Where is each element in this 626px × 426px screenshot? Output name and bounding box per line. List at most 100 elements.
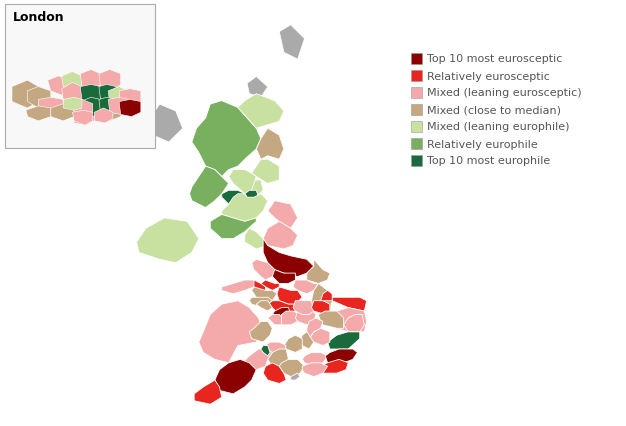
Bar [411, 105, 422, 116]
Polygon shape [256, 301, 272, 311]
Polygon shape [99, 70, 121, 92]
Polygon shape [119, 100, 141, 117]
Polygon shape [265, 343, 286, 356]
Polygon shape [245, 191, 259, 201]
Polygon shape [249, 297, 272, 308]
Polygon shape [309, 328, 330, 346]
Bar [411, 139, 422, 150]
Polygon shape [307, 260, 330, 284]
Polygon shape [74, 111, 95, 126]
Text: Top 10 most eurosceptic: Top 10 most eurosceptic [427, 55, 563, 64]
Polygon shape [282, 311, 300, 325]
Polygon shape [99, 106, 122, 121]
Polygon shape [252, 280, 265, 294]
Bar [411, 88, 422, 99]
Polygon shape [190, 167, 228, 208]
Polygon shape [99, 85, 116, 104]
Polygon shape [302, 363, 327, 377]
Polygon shape [238, 95, 284, 129]
Text: Relatively europhile: Relatively europhile [427, 139, 538, 149]
Text: London: London [13, 11, 64, 24]
Polygon shape [312, 284, 332, 315]
Polygon shape [252, 260, 275, 280]
Polygon shape [312, 301, 330, 315]
Polygon shape [268, 349, 289, 366]
Polygon shape [279, 360, 305, 377]
Polygon shape [326, 349, 357, 363]
Polygon shape [268, 301, 295, 315]
FancyBboxPatch shape [5, 5, 155, 149]
Polygon shape [62, 83, 82, 104]
Text: Mixed (leaning eurosceptic): Mixed (leaning eurosceptic) [427, 88, 582, 98]
Polygon shape [215, 360, 256, 394]
Polygon shape [263, 363, 286, 383]
Polygon shape [268, 315, 286, 325]
Polygon shape [319, 311, 344, 328]
Polygon shape [95, 109, 113, 124]
Polygon shape [327, 332, 360, 349]
Polygon shape [51, 104, 74, 121]
Polygon shape [12, 81, 38, 109]
Polygon shape [247, 77, 268, 98]
Polygon shape [199, 301, 263, 363]
Polygon shape [293, 280, 319, 294]
Text: Mixed (close to median): Mixed (close to median) [427, 105, 561, 115]
Polygon shape [270, 270, 295, 284]
Polygon shape [307, 318, 323, 339]
Polygon shape [261, 280, 279, 291]
Polygon shape [252, 287, 277, 301]
Polygon shape [256, 129, 284, 160]
Polygon shape [108, 98, 128, 115]
Polygon shape [252, 160, 279, 184]
Polygon shape [28, 87, 51, 109]
Polygon shape [344, 315, 364, 332]
Polygon shape [263, 222, 297, 249]
Polygon shape [261, 346, 270, 356]
Polygon shape [332, 297, 367, 311]
Text: Mixed (leaning europhile): Mixed (leaning europhile) [427, 122, 570, 132]
Polygon shape [222, 280, 254, 294]
Bar [411, 71, 422, 82]
Polygon shape [332, 308, 367, 332]
Polygon shape [99, 98, 116, 117]
Polygon shape [63, 98, 82, 111]
Polygon shape [321, 291, 332, 301]
Polygon shape [249, 322, 272, 343]
Polygon shape [268, 201, 297, 229]
Polygon shape [136, 219, 199, 263]
Polygon shape [290, 373, 300, 380]
Polygon shape [284, 335, 302, 353]
Bar [411, 155, 422, 167]
Polygon shape [38, 98, 63, 117]
Text: Relatively eurosceptic: Relatively eurosceptic [427, 71, 550, 81]
Polygon shape [48, 77, 69, 96]
Polygon shape [321, 360, 348, 373]
Polygon shape [192, 101, 261, 177]
Polygon shape [245, 181, 263, 198]
Polygon shape [80, 85, 101, 104]
Polygon shape [295, 308, 316, 325]
Polygon shape [222, 191, 245, 204]
Polygon shape [242, 349, 272, 370]
Polygon shape [194, 380, 222, 404]
Polygon shape [73, 100, 93, 117]
Polygon shape [62, 72, 82, 92]
Polygon shape [300, 332, 314, 349]
Polygon shape [245, 229, 268, 249]
Polygon shape [80, 98, 101, 117]
Polygon shape [80, 70, 101, 92]
Polygon shape [108, 87, 128, 106]
Polygon shape [26, 106, 51, 121]
Polygon shape [210, 215, 256, 239]
Bar [411, 54, 422, 65]
Polygon shape [150, 105, 183, 143]
Polygon shape [279, 26, 305, 60]
Polygon shape [119, 89, 141, 109]
Polygon shape [228, 170, 256, 194]
Polygon shape [222, 194, 268, 222]
Bar [411, 122, 422, 132]
Polygon shape [302, 353, 327, 366]
Polygon shape [277, 287, 302, 305]
Polygon shape [272, 308, 290, 318]
Polygon shape [263, 239, 314, 277]
